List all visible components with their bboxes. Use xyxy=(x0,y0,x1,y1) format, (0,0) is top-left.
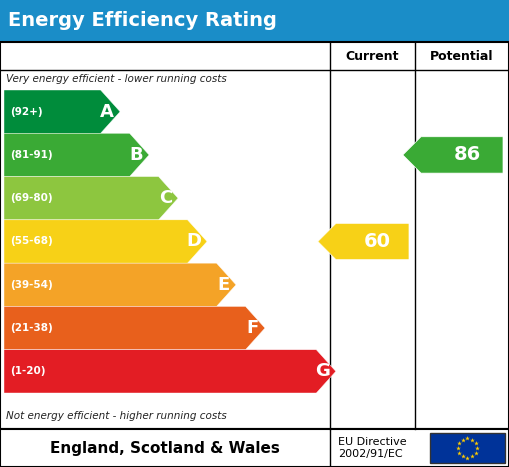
Text: B: B xyxy=(129,146,143,164)
Text: Current: Current xyxy=(346,50,399,63)
Text: (81-91): (81-91) xyxy=(10,150,52,160)
Text: 2002/91/EC: 2002/91/EC xyxy=(338,449,403,459)
Polygon shape xyxy=(4,306,265,350)
Text: E: E xyxy=(218,276,230,294)
Text: (69-80): (69-80) xyxy=(10,193,52,203)
Text: (92+): (92+) xyxy=(10,106,43,117)
Bar xyxy=(0,429,509,467)
Text: (1-20): (1-20) xyxy=(10,366,45,376)
Text: C: C xyxy=(159,189,172,207)
Text: F: F xyxy=(247,319,259,337)
Text: Not energy efficient - higher running costs: Not energy efficient - higher running co… xyxy=(6,411,227,421)
Polygon shape xyxy=(4,263,236,306)
Bar xyxy=(430,433,505,463)
Polygon shape xyxy=(4,350,336,393)
Polygon shape xyxy=(4,90,120,133)
Text: EU Directive: EU Directive xyxy=(338,437,407,447)
Bar xyxy=(0,42,509,429)
Polygon shape xyxy=(318,223,409,260)
Text: Potential: Potential xyxy=(430,50,494,63)
Text: (55-68): (55-68) xyxy=(10,236,53,247)
Text: (39-54): (39-54) xyxy=(10,280,53,290)
Polygon shape xyxy=(4,220,207,263)
Bar xyxy=(0,0,509,42)
Polygon shape xyxy=(4,133,149,177)
Text: England, Scotland & Wales: England, Scotland & Wales xyxy=(50,440,280,455)
Text: 86: 86 xyxy=(454,145,480,164)
Text: Energy Efficiency Rating: Energy Efficiency Rating xyxy=(8,12,277,30)
Text: (21-38): (21-38) xyxy=(10,323,53,333)
Text: G: G xyxy=(315,362,330,380)
Text: 60: 60 xyxy=(364,232,391,251)
Text: A: A xyxy=(100,103,114,120)
Polygon shape xyxy=(4,177,178,220)
Text: Very energy efficient - lower running costs: Very energy efficient - lower running co… xyxy=(6,74,227,84)
Polygon shape xyxy=(403,137,503,173)
Text: D: D xyxy=(186,233,201,250)
